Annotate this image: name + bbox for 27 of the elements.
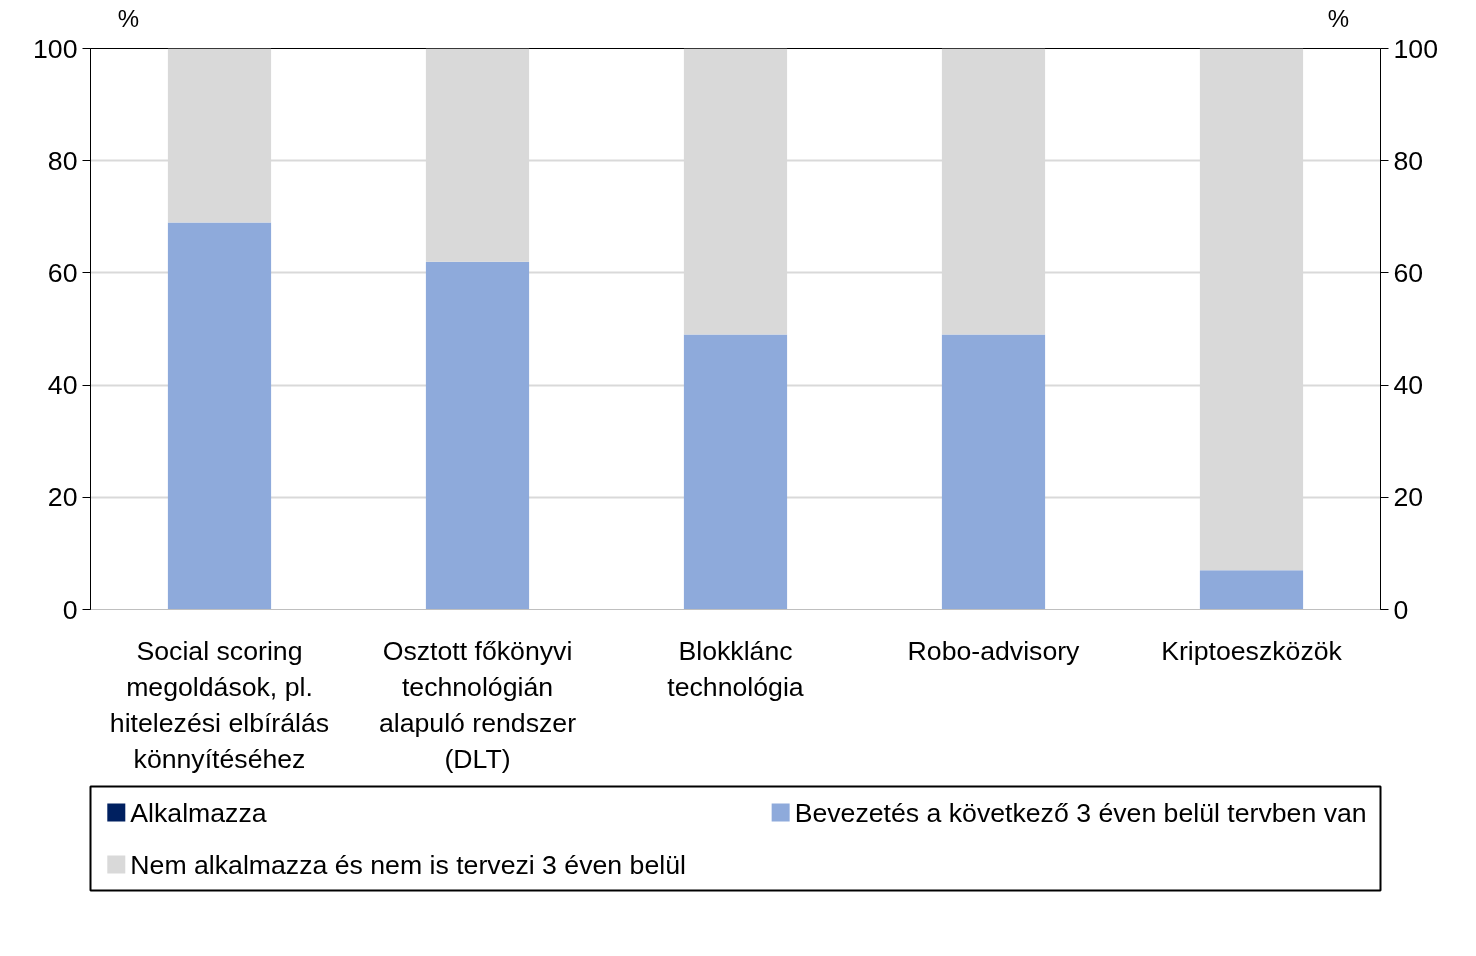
legend-label: Bevezetés a következő 3 éven belül tervben van bbox=[794, 797, 1367, 828]
y-tick-label: 60 bbox=[47, 257, 78, 288]
bar bbox=[941, 334, 1046, 610]
y2-axis-title: % bbox=[1327, 5, 1350, 32]
y2-tick-label: 40 bbox=[1393, 370, 1424, 401]
y-tick-label: 0 bbox=[62, 594, 78, 625]
bar bbox=[683, 334, 788, 610]
y2-tick-label: 80 bbox=[1393, 145, 1424, 176]
y2-tick-label: 20 bbox=[1393, 482, 1424, 513]
legend-label: Nem alkalmazza és nem is tervezi 3 éven belül bbox=[130, 849, 686, 880]
y2-tick-label: 60 bbox=[1393, 257, 1424, 288]
y2-tick-label: 100 bbox=[1393, 33, 1438, 64]
bar bbox=[425, 261, 530, 610]
y-axis-title: % bbox=[117, 5, 140, 32]
bar bbox=[167, 222, 272, 610]
x-tick-label: Social scoring megoldások, pl. hitelezési elbírálás könnyítéséhez bbox=[109, 635, 330, 774]
legend-label: Alkalmazza bbox=[130, 797, 267, 828]
x-tick-label: Osztott főkönyvi technológián alapuló rendszer (DLT) bbox=[378, 635, 577, 774]
bar bbox=[1199, 570, 1304, 610]
x-tick-label: Kriptoeszközök bbox=[1161, 635, 1343, 666]
y-tick-label: 80 bbox=[47, 145, 78, 176]
y-tick-label: 20 bbox=[47, 482, 78, 513]
x-tick-label: Robo-advisory bbox=[907, 635, 1081, 666]
x-tick-label: Blokklánc technológia bbox=[667, 635, 804, 702]
y-tick-label: 40 bbox=[47, 370, 78, 401]
y2-tick-label: 0 bbox=[1393, 594, 1409, 625]
y-tick-label: 100 bbox=[33, 33, 78, 64]
